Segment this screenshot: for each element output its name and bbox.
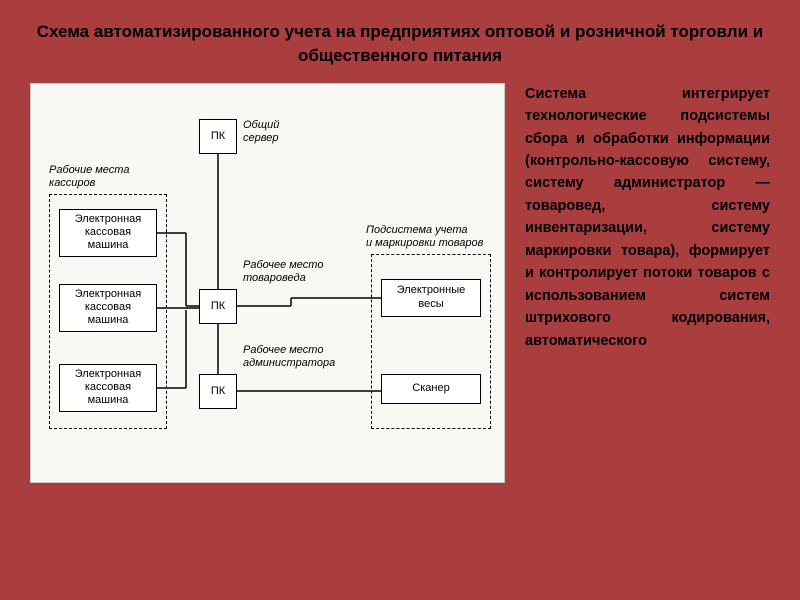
- side-label-server: Общий сервер: [243, 119, 279, 145]
- node-scanner: Сканер: [381, 374, 481, 404]
- side-label-tovaroved: Рабочее место товароведа: [243, 259, 323, 285]
- node-ekm1: Электронная кассовая машина: [59, 209, 157, 257]
- node-pk_mid: ПК: [199, 289, 237, 324]
- page-root: Схема автоматизированного учета на предп…: [0, 0, 800, 600]
- group-label-cashiers: Рабочие места кассиров: [49, 164, 129, 190]
- content-row: Рабочие места кассиров Подсистема учета и…: [30, 83, 770, 483]
- diagram-panel: Рабочие места кассиров Подсистема учета и…: [30, 83, 505, 483]
- group-label-marking: Подсистема учета и маркировки товаров: [366, 224, 483, 250]
- page-title: Схема автоматизированного учета на предп…: [30, 20, 770, 68]
- node-ekm3: Электронная кассовая машина: [59, 364, 157, 412]
- node-scales: Электронные весы: [381, 279, 481, 317]
- node-pk_top: ПК: [199, 119, 237, 154]
- node-ekm2: Электронная кассовая машина: [59, 284, 157, 332]
- side-label-admin: Рабочее место администратора: [243, 344, 335, 370]
- node-pk_bot: ПК: [199, 374, 237, 409]
- description-text: Система интегрирует технологические подс…: [525, 83, 770, 483]
